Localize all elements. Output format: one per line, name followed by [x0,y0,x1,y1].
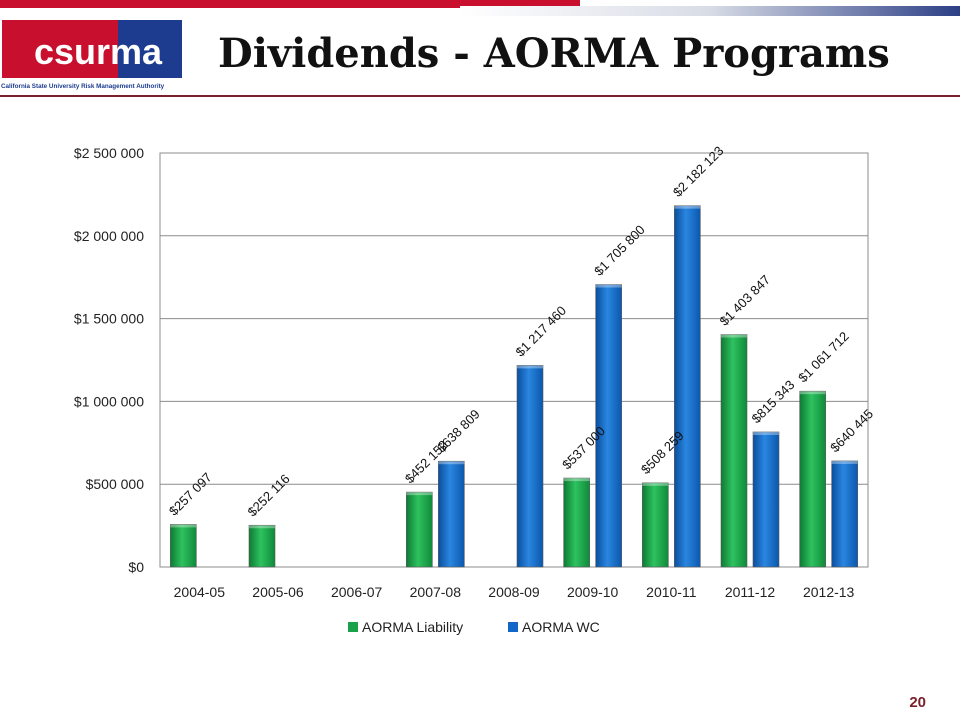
bar-highlight [595,284,622,288]
data-label: $1 061 712 [795,329,852,386]
x-tick-label: 2004-05 [174,584,226,600]
x-tick-label: 2007-08 [410,584,462,600]
x-tick-label: 2010-11 [646,584,697,600]
bar-aorma-liability [406,491,433,568]
y-tick-label: $500 000 [86,476,145,492]
bar-highlight [517,365,543,369]
bar-aorma-liability [720,334,748,568]
bar-highlight [753,431,779,435]
bar-aorma-liability [642,482,669,568]
bar-aorma-liability [563,477,590,568]
data-label: $638 809 [434,406,483,455]
bar-highlight [438,461,465,465]
data-label: $640 445 [827,406,876,455]
bar-highlight [642,482,669,486]
bar-highlight [674,205,701,209]
x-tick-label: 2012-13 [803,584,855,600]
x-tick-label: 2009-10 [567,584,619,600]
y-tick-label: $1 000 000 [74,393,144,409]
bar-aorma-liability [248,524,276,568]
bar-highlight [170,524,197,528]
bar-highlight [721,334,747,338]
x-tick-label: 2008-09 [488,584,540,600]
bar-aorma-wc [831,460,858,568]
logo-text: csurma [34,31,163,72]
data-label: $252 116 [245,471,293,519]
bar-highlight [563,478,590,482]
y-tick-label: $2 000 000 [74,228,144,244]
bar-aorma-wc [516,365,544,568]
y-tick-label: $1 500 000 [74,311,144,327]
bar-highlight [831,460,858,464]
data-label: $1 403 847 [717,272,774,329]
bar-aorma-liability [170,524,197,568]
x-tick-label: 2006-07 [331,584,383,600]
data-label: $1 705 800 [591,222,648,279]
legend-swatch-wc [508,622,518,632]
data-label: $1 217 460 [513,303,570,360]
csurma-logo: csurma California State University Risk … [0,14,215,94]
top-banner [0,0,960,16]
bar-aorma-wc [438,460,465,568]
legend-label-liability: AORMA Liability [362,619,463,635]
bar-highlight [249,525,275,529]
y-tick-label: $0 [128,559,144,575]
legend-swatch-liability [348,622,358,632]
title-divider [0,95,960,97]
bar-aorma-wc [595,284,622,568]
bar-highlight [406,492,433,496]
bar-aorma-wc [752,431,780,568]
bar-highlight [799,391,826,395]
data-label: $257 097 [166,470,215,519]
x-tick-label: 2011-12 [725,584,776,600]
bar-aorma-liability [799,390,826,568]
page-number: 20 [909,694,926,711]
y-tick-label: $2 500 000 [74,145,144,161]
data-label: $2 182 123 [670,143,727,200]
page-title: Dividends - AORMA Programs [218,30,890,77]
bar-aorma-wc [674,205,701,568]
legend-label-wc: AORMA WC [522,619,600,635]
x-tick-label: 2005-06 [252,584,304,600]
logo-subtitle: California State University Risk Managem… [1,83,165,90]
